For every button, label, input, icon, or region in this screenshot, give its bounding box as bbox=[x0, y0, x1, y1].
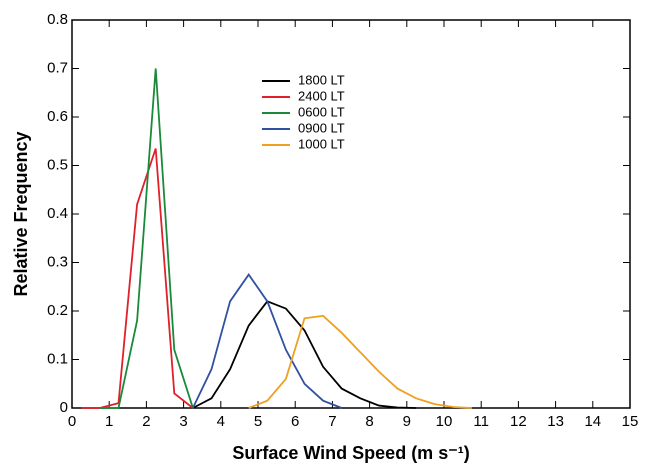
x-tick-label: 0 bbox=[68, 413, 76, 430]
y-tick-label: 0.8 bbox=[47, 11, 68, 28]
x-tick-label: 11 bbox=[473, 413, 489, 430]
x-tick-label: 14 bbox=[584, 413, 601, 430]
legend-label: 0600 LT bbox=[298, 104, 345, 119]
x-tick-label: 2 bbox=[142, 413, 150, 430]
x-tick-label: 10 bbox=[436, 413, 453, 430]
legend-label: 1800 LT bbox=[298, 72, 345, 87]
x-axis-label: Surface Wind Speed (m s⁻¹) bbox=[232, 443, 469, 463]
y-tick-label: 0.6 bbox=[47, 108, 68, 125]
legend-label: 1000 LT bbox=[298, 136, 345, 151]
y-tick-label: 0.4 bbox=[47, 205, 68, 222]
legend-label: 2400 LT bbox=[298, 88, 345, 103]
y-tick-label: 0 bbox=[60, 399, 68, 416]
x-tick-label: 13 bbox=[547, 413, 564, 430]
x-tick-label: 1 bbox=[105, 413, 113, 430]
x-tick-label: 6 bbox=[291, 413, 299, 430]
legend-label: 0900 LT bbox=[298, 120, 345, 135]
series-line bbox=[192, 300, 417, 409]
series-line bbox=[192, 273, 343, 409]
x-tick-label: 4 bbox=[217, 413, 225, 430]
x-tick-label: 3 bbox=[179, 413, 187, 430]
x-tick-label: 8 bbox=[365, 413, 373, 430]
y-tick-label: 0.5 bbox=[47, 156, 68, 173]
series-line bbox=[99, 68, 194, 409]
y-tick-label: 0.2 bbox=[47, 302, 68, 319]
y-tick-label: 0.1 bbox=[47, 350, 68, 367]
y-tick-label: 0.3 bbox=[47, 253, 68, 270]
x-tick-label: 12 bbox=[510, 413, 527, 430]
series-line bbox=[81, 148, 194, 409]
x-tick-label: 9 bbox=[403, 413, 411, 430]
x-tick-label: 5 bbox=[254, 413, 262, 430]
x-tick-label: 15 bbox=[622, 413, 639, 430]
series-line bbox=[248, 314, 472, 409]
x-tick-label: 7 bbox=[328, 413, 336, 430]
y-tick-label: 0.7 bbox=[47, 59, 68, 76]
y-axis-label: Relative Frequency bbox=[11, 131, 31, 296]
